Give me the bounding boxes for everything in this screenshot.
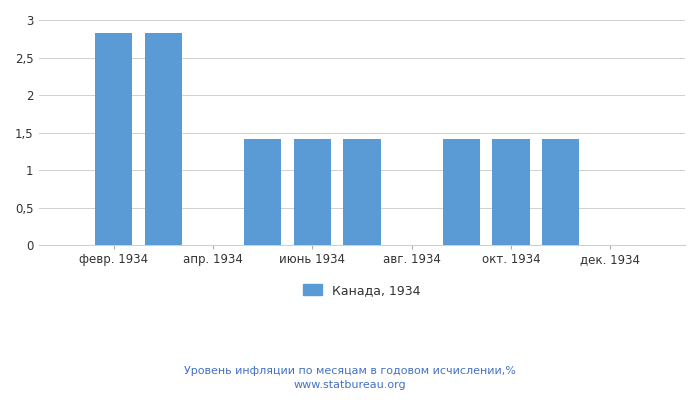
Bar xyxy=(145,33,182,245)
Bar xyxy=(443,139,480,245)
Text: Уровень инфляции по месяцам в годовом исчислении,%: Уровень инфляции по месяцам в годовом ис… xyxy=(184,366,516,376)
Bar xyxy=(95,33,132,245)
Bar xyxy=(542,139,580,245)
Legend: Канада, 1934: Канада, 1934 xyxy=(298,279,426,302)
Bar xyxy=(344,139,381,245)
Text: www.statbureau.org: www.statbureau.org xyxy=(294,380,406,390)
Bar xyxy=(244,139,281,245)
Bar xyxy=(294,139,331,245)
Bar xyxy=(493,139,530,245)
